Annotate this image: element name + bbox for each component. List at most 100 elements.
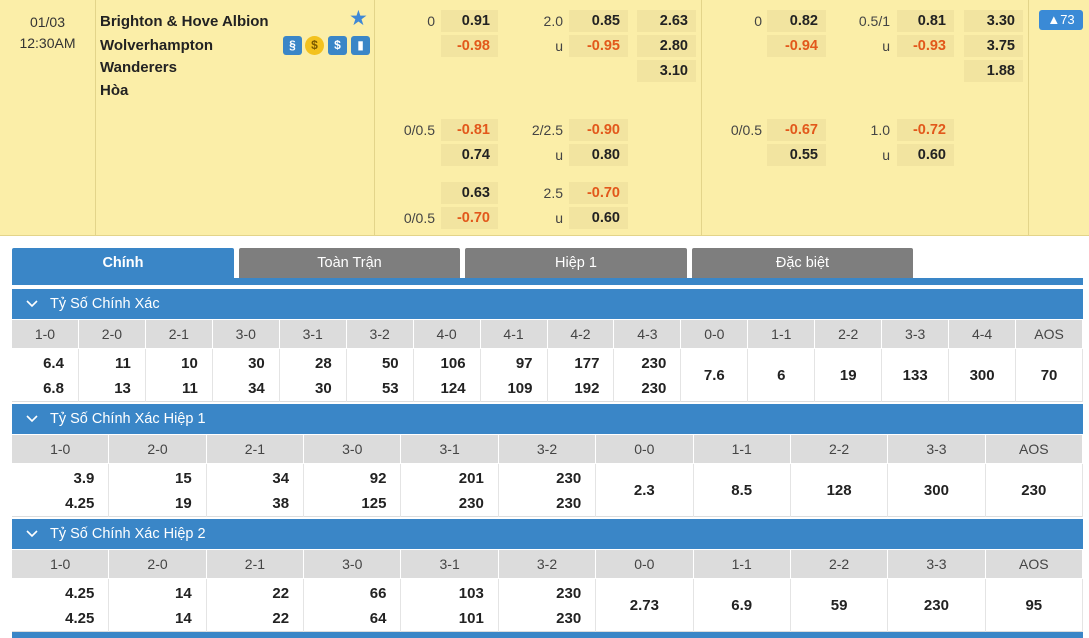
score-odds-top[interactable]: 14 [175,585,192,602]
favorite-star-icon[interactable]: ★ [349,7,368,30]
chart-icon[interactable]: ▮ [351,36,370,55]
score-odds-bottom[interactable]: 30 [315,380,332,397]
score-odds-pair[interactable]: 66 64 [304,579,402,632]
score-odds-bottom[interactable]: 14 [175,610,192,627]
ft-under-2[interactable]: 0.80 [569,144,628,166]
score-odds-bottom[interactable]: 13 [114,380,131,397]
score-odds-top[interactable]: 4.25 [65,585,95,602]
score-odds-single[interactable]: 19 [815,349,883,402]
score-odds-bottom[interactable]: 6.8 [43,380,64,397]
ft-over-1[interactable]: 0.85 [569,10,628,32]
score-odds-pair[interactable]: 14 14 [109,579,207,632]
ft-under-3[interactable]: 0.60 [569,207,628,229]
score-odds-top[interactable]: 28 [315,355,332,372]
score-odds-bottom[interactable]: 109 [507,380,533,397]
score-odds-pair[interactable]: 103 101 [401,579,499,632]
score-odds-top[interactable]: 230 [641,355,667,372]
score-odds-bottom[interactable]: 4.25 [65,495,95,512]
away-team-line2[interactable]: Wanderers [100,59,177,76]
ft-hcap-home-2[interactable]: -0.81 [441,119,498,141]
chevron-down-icon[interactable] [24,404,40,434]
ft-1x2-home[interactable]: 2.63 [637,10,696,32]
score-odds-top[interactable]: 11 [115,355,131,372]
score-odds-top[interactable]: 30 [248,355,265,372]
score-odds-pair[interactable]: 201 230 [401,464,499,517]
score-odds-pair[interactable]: 28 30 [280,349,347,402]
h1-under-1[interactable]: -0.93 [897,35,954,57]
score-odds-single[interactable]: 2.73 [596,579,694,632]
h1-hcap-away-2[interactable]: 0.55 [767,144,826,166]
ft-1x2-away[interactable]: 2.80 [637,35,696,57]
score-odds-bottom[interactable]: 124 [440,380,466,397]
score-odds-bottom[interactable]: 4.25 [65,610,95,627]
score-odds-pair[interactable]: 230 230 [614,349,682,402]
score-odds-single[interactable]: 6.9 [694,579,791,632]
chevron-down-icon[interactable] [24,289,40,319]
h1-over-1[interactable]: 0.81 [897,10,954,32]
tab-chinh[interactable]: Chính [12,248,234,278]
coin-icon[interactable]: $ [305,36,324,55]
score-odds-top[interactable]: 177 [574,355,600,372]
ft-over-3[interactable]: -0.70 [569,182,628,204]
section-header[interactable]: Tỷ Số Chính Xác Hiệp 2 [12,519,1083,549]
score-odds-top[interactable]: 201 [458,470,484,487]
score-odds-top[interactable]: 92 [369,470,387,487]
score-odds-single[interactable]: 95 [986,579,1083,632]
score-odds-bottom[interactable]: 125 [361,495,387,512]
score-odds-pair[interactable]: 6.4 6.8 [12,349,79,402]
score-odds-single[interactable]: 128 [791,464,889,517]
dollar-icon[interactable]: $ [328,36,347,55]
score-odds-bottom[interactable]: 230 [458,495,484,512]
more-markets-button[interactable]: ▲73 [1039,10,1083,30]
score-odds-bottom[interactable]: 34 [248,380,265,397]
ft-hcap-home-3[interactable]: 0.63 [441,182,498,204]
score-odds-top[interactable]: 3.9 [73,470,95,487]
score-odds-single[interactable]: 230 [888,579,986,632]
h1-hcap-home-2[interactable]: -0.67 [767,119,826,141]
h1-under-2[interactable]: 0.60 [897,144,954,166]
stats-icon[interactable]: § [283,36,302,55]
home-team[interactable]: Brighton & Hove Albion [100,13,269,30]
score-odds-single[interactable]: 2.3 [596,464,694,517]
score-odds-top[interactable]: 97 [515,355,533,372]
h1-1x2-home[interactable]: 3.30 [964,10,1023,32]
h1-hcap-away-1[interactable]: -0.94 [767,35,826,57]
score-odds-single[interactable]: 300 [888,464,986,517]
tab-toan-tran[interactable]: Toàn Trận [239,248,460,278]
score-odds-single[interactable]: 59 [791,579,889,632]
score-odds-pair[interactable]: 4.25 4.25 [12,579,110,632]
ft-under-1[interactable]: -0.95 [569,35,628,57]
score-odds-bottom[interactable]: 11 [181,380,198,397]
score-odds-top[interactable]: 50 [381,355,399,372]
score-odds-top[interactable]: 34 [272,470,290,487]
score-odds-pair[interactable]: 22 22 [207,579,305,632]
score-odds-pair[interactable]: 230 230 [499,579,597,632]
score-odds-top[interactable]: 66 [369,585,387,602]
score-odds-pair[interactable]: 106 124 [414,349,481,402]
ft-hcap-home-1[interactable]: 0.91 [441,10,498,32]
score-odds-bottom[interactable]: 230 [556,610,582,627]
score-odds-pair[interactable]: 3.9 4.25 [12,464,110,517]
ft-1x2-draw[interactable]: 3.10 [637,60,696,82]
ft-hcap-away-2[interactable]: 0.74 [441,144,498,166]
score-odds-bottom[interactable]: 64 [369,610,387,627]
score-odds-pair[interactable]: 11 13 [79,349,146,402]
h1-over-2[interactable]: -0.72 [897,119,954,141]
h1-hcap-home-1[interactable]: 0.82 [767,10,826,32]
score-odds-top[interactable]: 10 [181,355,198,372]
score-odds-single[interactable]: 230 [986,464,1083,517]
section-header[interactable]: Tỷ Số Chính Xác [12,289,1083,319]
score-odds-bottom[interactable]: 101 [458,610,484,627]
score-odds-top[interactable]: 22 [272,585,290,602]
h1-1x2-draw[interactable]: 1.88 [964,60,1023,82]
score-odds-top[interactable]: 15 [175,470,192,487]
away-team-line1[interactable]: Wolverhampton [100,37,214,54]
score-odds-single[interactable]: 7.6 [681,349,749,402]
score-odds-single[interactable]: 300 [949,349,1017,402]
score-odds-bottom[interactable]: 38 [272,495,290,512]
score-odds-bottom[interactable]: 19 [175,495,192,512]
score-odds-pair[interactable]: 15 19 [109,464,207,517]
score-odds-single[interactable]: 133 [882,349,950,402]
chevron-down-icon[interactable] [24,519,40,549]
score-odds-bottom[interactable]: 53 [381,380,399,397]
